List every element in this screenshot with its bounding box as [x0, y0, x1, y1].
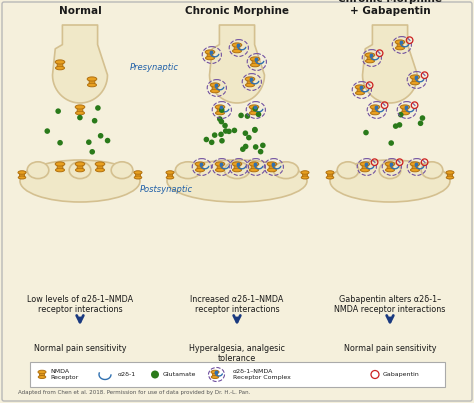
Text: Low levels of α2δ-1–NMDA
receptor interactions: Low levels of α2δ-1–NMDA receptor intera…: [27, 295, 133, 314]
Circle shape: [203, 137, 209, 142]
Ellipse shape: [326, 176, 334, 179]
Circle shape: [209, 139, 215, 145]
FancyBboxPatch shape: [328, 172, 332, 178]
FancyBboxPatch shape: [251, 106, 257, 114]
FancyBboxPatch shape: [77, 164, 83, 170]
FancyBboxPatch shape: [234, 164, 240, 170]
Circle shape: [240, 146, 246, 152]
Circle shape: [253, 144, 258, 150]
Ellipse shape: [205, 50, 215, 54]
Circle shape: [260, 143, 265, 148]
Ellipse shape: [195, 168, 204, 172]
Circle shape: [219, 119, 224, 125]
FancyBboxPatch shape: [40, 372, 45, 378]
Ellipse shape: [134, 171, 142, 174]
Circle shape: [397, 122, 402, 128]
Ellipse shape: [446, 176, 454, 179]
Circle shape: [419, 115, 425, 121]
Ellipse shape: [211, 376, 219, 378]
Circle shape: [246, 135, 252, 140]
Ellipse shape: [421, 162, 443, 179]
Circle shape: [45, 128, 50, 134]
Ellipse shape: [337, 162, 359, 179]
Ellipse shape: [330, 160, 450, 202]
Ellipse shape: [267, 162, 277, 166]
Ellipse shape: [365, 53, 375, 57]
Ellipse shape: [410, 168, 419, 172]
Text: Chronic Morphine
+ Gabapentin: Chronic Morphine + Gabapentin: [338, 0, 442, 16]
FancyBboxPatch shape: [57, 62, 63, 69]
Circle shape: [252, 106, 258, 112]
Circle shape: [90, 149, 95, 155]
Circle shape: [388, 140, 394, 146]
Ellipse shape: [355, 85, 365, 89]
Ellipse shape: [245, 77, 255, 81]
Circle shape: [252, 127, 258, 133]
Circle shape: [55, 108, 61, 114]
Ellipse shape: [360, 162, 370, 166]
Ellipse shape: [55, 60, 65, 64]
Ellipse shape: [134, 176, 142, 179]
Circle shape: [232, 128, 237, 133]
Ellipse shape: [250, 63, 259, 67]
Circle shape: [418, 120, 423, 126]
FancyBboxPatch shape: [387, 164, 393, 170]
FancyBboxPatch shape: [168, 172, 173, 178]
Ellipse shape: [38, 370, 46, 374]
Circle shape: [92, 118, 98, 123]
Ellipse shape: [385, 162, 395, 166]
Ellipse shape: [356, 91, 365, 95]
FancyBboxPatch shape: [412, 77, 418, 83]
FancyBboxPatch shape: [367, 54, 373, 62]
Ellipse shape: [55, 162, 65, 166]
FancyBboxPatch shape: [397, 42, 403, 48]
Ellipse shape: [410, 75, 420, 79]
Ellipse shape: [215, 105, 225, 109]
Circle shape: [398, 112, 403, 118]
Ellipse shape: [166, 171, 174, 174]
Text: α2δ-1–NMDA
Receptor Complex: α2δ-1–NMDA Receptor Complex: [233, 369, 291, 380]
FancyBboxPatch shape: [412, 164, 418, 170]
Circle shape: [86, 139, 91, 145]
Text: Gabapentin alters α2δ-1–
NMDA receptor interactions: Gabapentin alters α2δ-1– NMDA receptor i…: [334, 295, 446, 314]
Text: Increased α2δ-1–NMDA
receptor interactions: Increased α2δ-1–NMDA receptor interactio…: [191, 295, 283, 314]
Ellipse shape: [249, 105, 259, 109]
FancyBboxPatch shape: [372, 106, 378, 114]
Circle shape: [363, 130, 369, 135]
Ellipse shape: [167, 160, 307, 202]
FancyBboxPatch shape: [251, 164, 257, 170]
Ellipse shape: [233, 168, 241, 172]
Text: Adapted from Chen et al. 2018. Permission for use of data provided by Dr. H.-L. : Adapted from Chen et al. 2018. Permissio…: [18, 390, 250, 395]
Ellipse shape: [88, 83, 97, 87]
Circle shape: [223, 128, 228, 134]
Ellipse shape: [371, 111, 380, 115]
Circle shape: [245, 113, 250, 119]
Ellipse shape: [365, 59, 374, 63]
FancyBboxPatch shape: [234, 44, 240, 52]
FancyBboxPatch shape: [77, 106, 83, 114]
FancyBboxPatch shape: [207, 52, 213, 58]
Ellipse shape: [301, 171, 309, 174]
Ellipse shape: [75, 162, 85, 166]
FancyBboxPatch shape: [402, 106, 408, 114]
Circle shape: [252, 127, 258, 133]
Ellipse shape: [20, 160, 140, 202]
Circle shape: [212, 132, 218, 138]
Ellipse shape: [215, 162, 225, 166]
Circle shape: [255, 112, 261, 117]
Text: Presynaptic: Presynaptic: [130, 64, 179, 73]
Circle shape: [243, 143, 248, 149]
Ellipse shape: [195, 162, 205, 166]
FancyBboxPatch shape: [197, 164, 203, 170]
Circle shape: [95, 105, 100, 111]
Ellipse shape: [206, 56, 215, 60]
Polygon shape: [210, 25, 264, 103]
FancyBboxPatch shape: [357, 87, 363, 93]
Ellipse shape: [401, 111, 410, 115]
Circle shape: [151, 370, 159, 378]
Ellipse shape: [38, 376, 46, 378]
Ellipse shape: [27, 162, 49, 179]
Circle shape: [105, 138, 110, 143]
FancyBboxPatch shape: [217, 164, 223, 170]
